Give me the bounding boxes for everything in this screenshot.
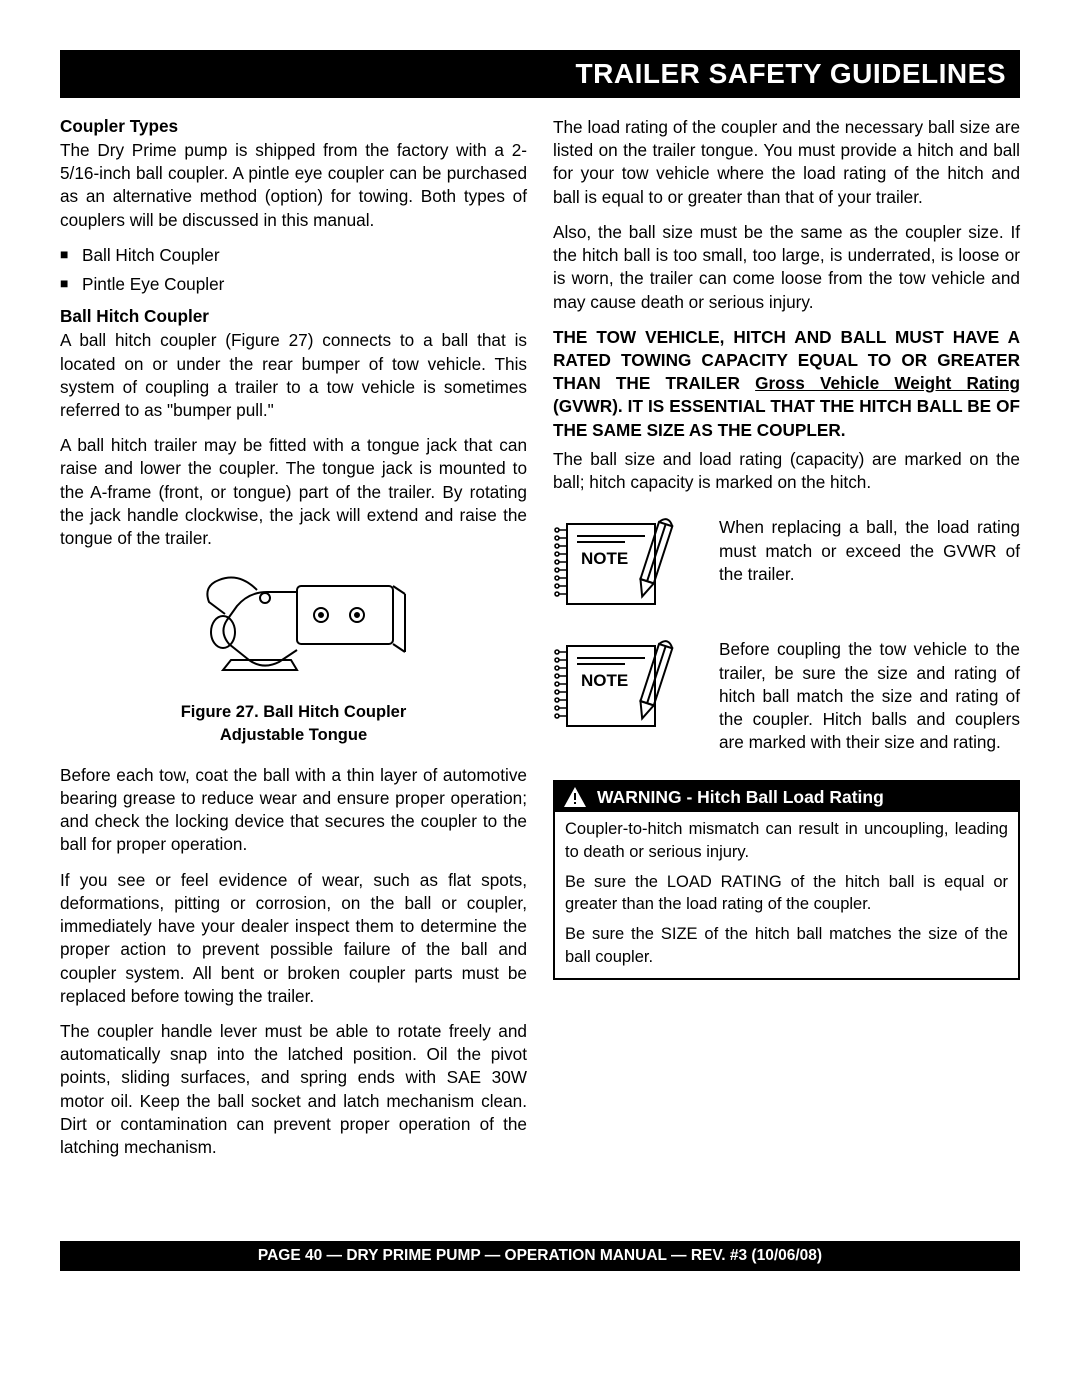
page-title-bar: TRAILER SAFETY GUIDELINES <box>60 50 1020 98</box>
warning-p1: Coupler-to-hitch mismatch can result in … <box>565 818 1008 863</box>
gvwr-bold-block: THE TOW VEHICLE, HITCH AND BALL MUST HAV… <box>553 326 1020 442</box>
note-label: NOTE <box>581 671 628 690</box>
notepad-pencil-icon: NOTE <box>553 516 703 612</box>
ball-hitch-p2: A ball hitch trailer may be fitted with … <box>60 434 527 550</box>
coupler-types-list: Ball Hitch Coupler Pintle Eye Coupler <box>60 244 527 296</box>
page-title: TRAILER SAFETY GUIDELINES <box>74 58 1006 90</box>
note-2: NOTE Before coupling the tow vehicle to … <box>553 638 1020 754</box>
warning-p2: Be sure the LOAD RATING of the hitch bal… <box>565 871 1008 916</box>
ball-hitch-p4: If you see or feel evidence of wear, suc… <box>60 869 527 1008</box>
note-1-text: When replacing a ball, the load rating m… <box>719 516 1020 586</box>
note-2-text: Before coupling the tow vehicle to the t… <box>719 638 1020 754</box>
coupler-types-heading: Coupler Types <box>60 116 527 137</box>
warning-header: WARNING - Hitch Ball Load Rating <box>555 782 1018 812</box>
coupler-types-intro: The Dry Prime pump is shipped from the f… <box>60 139 527 232</box>
ball-hitch-p1: A ball hitch coupler (Figure 27) connect… <box>60 329 527 422</box>
warning-title: WARNING - Hitch Ball Load Rating <box>597 787 884 808</box>
warning-p3: Be sure the SIZE of the hitch ball match… <box>565 923 1008 968</box>
bold-part-b: (GVWR). IT IS ESSENTIAL THAT THE HITCH B… <box>553 396 1020 439</box>
warning-triangle-icon <box>563 786 587 808</box>
page-footer: PAGE 40 — DRY PRIME PUMP — OPERATION MAN… <box>60 1241 1020 1271</box>
fig-caption-line2: Adjustable Tongue <box>220 726 367 744</box>
ball-hitch-p3: Before each tow, coat the ball with a th… <box>60 764 527 857</box>
ball-hitch-p5: The coupler handle lever must be able to… <box>60 1020 527 1159</box>
content-columns: Coupler Types The Dry Prime pump is ship… <box>60 116 1020 1171</box>
note-label: NOTE <box>581 549 628 568</box>
right-p1: The load rating of the coupler and the n… <box>553 116 1020 209</box>
figure-27-caption: Figure 27. Ball Hitch Coupler Adjustable… <box>60 701 527 746</box>
fig-caption-line1: Figure 27. Ball Hitch Coupler <box>181 703 407 721</box>
ball-hitch-heading: Ball Hitch Coupler <box>60 306 527 327</box>
figure-27 <box>60 562 527 687</box>
list-item: Pintle Eye Coupler <box>82 273 527 296</box>
right-p2: Also, the ball size must be the same as … <box>553 221 1020 314</box>
list-item: Ball Hitch Coupler <box>82 244 527 267</box>
note-1: NOTE When replacing a ball, the load rat… <box>553 516 1020 612</box>
warning-body: Coupler-to-hitch mismatch can result in … <box>555 812 1018 978</box>
notepad-pencil-icon: NOTE <box>553 638 703 734</box>
warning-box: WARNING - Hitch Ball Load Rating Coupler… <box>553 780 1020 980</box>
right-column: The load rating of the coupler and the n… <box>553 116 1020 1171</box>
left-column: Coupler Types The Dry Prime pump is ship… <box>60 116 527 1171</box>
ball-hitch-coupler-icon <box>179 562 409 682</box>
right-p3: The ball size and load rating (capacity)… <box>553 448 1020 494</box>
bold-underline: Gross Vehicle Weight Rating <box>755 373 1020 393</box>
